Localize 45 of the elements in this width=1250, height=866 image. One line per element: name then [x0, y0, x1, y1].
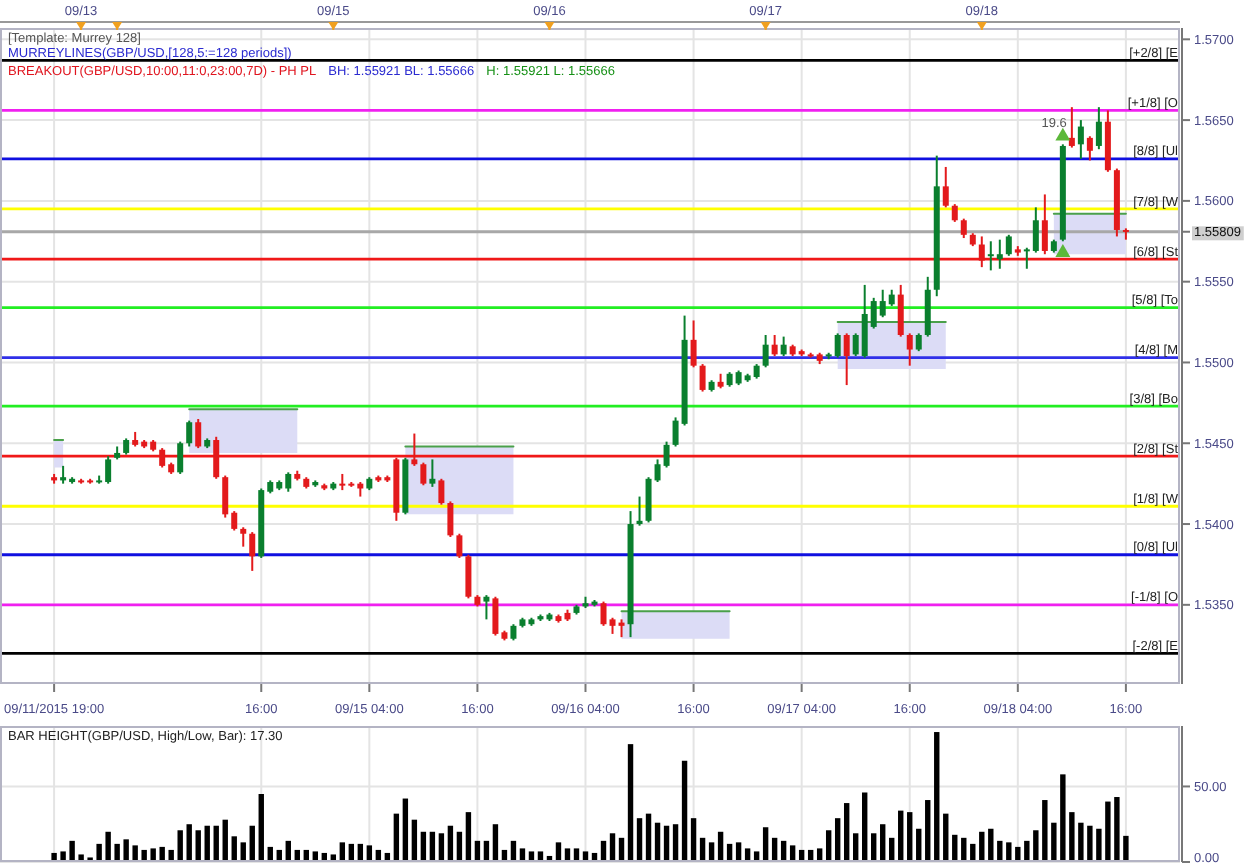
candlestick: [897, 283, 904, 338]
candlestick: [213, 435, 220, 480]
candlestick: [483, 594, 490, 621]
candlestick: [636, 495, 643, 527]
bar: [681, 760, 688, 862]
candlestick: [159, 447, 166, 469]
candlestick: [240, 526, 247, 548]
bar: [925, 800, 931, 862]
candlestick: [186, 419, 193, 448]
candlestick: [195, 418, 202, 450]
candlestick: [429, 458, 436, 488]
bar: [862, 792, 868, 862]
candlestick: [834, 332, 841, 359]
candlestick: [1068, 106, 1075, 149]
candlestick: [942, 165, 949, 209]
candlestick: [1086, 135, 1093, 162]
bar: [934, 732, 940, 862]
candlestick: [420, 461, 427, 487]
candlestick: [771, 334, 778, 357]
candlestick: [924, 275, 931, 338]
candlestick: [996, 238, 1003, 270]
bar: [843, 803, 850, 862]
candlestick: [492, 595, 499, 637]
candlestick: [177, 440, 184, 475]
bar: [627, 744, 634, 862]
candlestick: [1077, 119, 1084, 160]
candlestick: [447, 500, 454, 538]
candlestick: [1005, 233, 1012, 257]
candlestick: [960, 217, 967, 240]
candlestick: [411, 432, 418, 467]
candlestick: [465, 553, 472, 600]
candlestick: [438, 477, 445, 506]
bar: [258, 794, 264, 862]
candlestick: [690, 319, 697, 369]
candlestick: [1041, 193, 1048, 256]
candlestick: [780, 335, 787, 357]
candlestick: [699, 363, 706, 393]
candlestick: [456, 532, 463, 559]
candlestick: [762, 334, 769, 369]
candlestick: [978, 235, 985, 269]
candlestick: [906, 332, 913, 367]
candlestick: [1032, 206, 1039, 254]
candlestick: [843, 332, 850, 387]
candlestick: [1095, 106, 1102, 151]
candlestick: [249, 531, 256, 572]
